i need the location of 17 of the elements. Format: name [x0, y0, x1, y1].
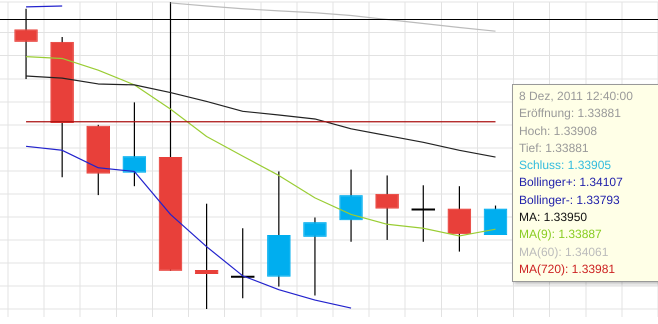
- annotation: Hoch: 1.33908: [519, 122, 598, 140]
- annotation: 8 Dez, 2011 12:40:00: [519, 88, 634, 105]
- annotation: Eröffnung: 1.33881: [519, 105, 622, 122]
- annotation: Tief: 1.33881: [519, 140, 590, 157]
- candlestick: [122, 102, 146, 187]
- annotation: MA(9): 1.33887: [519, 226, 603, 244]
- annotation: MA: 1.33950: [519, 209, 588, 226]
- candlestick: [194, 203, 218, 310]
- annotation: MA(720): 1.33981: [519, 260, 616, 278]
- annotation: Schluss: 1.33905: [519, 157, 612, 174]
- candlestick: [448, 186, 472, 252]
- candlestick: [339, 169, 363, 242]
- annotation: Bollinger+: 1.34107: [519, 174, 624, 192]
- candlestick: [303, 216, 327, 296]
- annotation: MA(60): 1.34061: [519, 244, 610, 261]
- candlestick: [375, 174, 399, 241]
- annotation: Bollinger-: 1.33793: [519, 192, 621, 209]
